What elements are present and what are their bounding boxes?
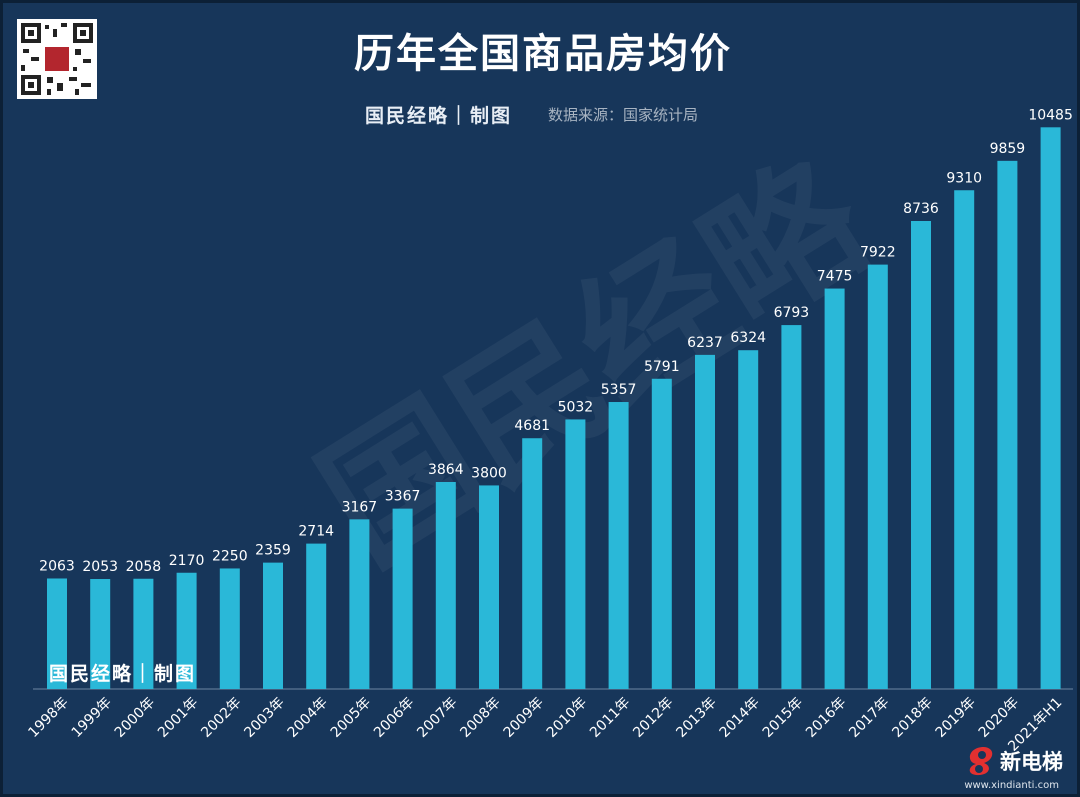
bar	[738, 350, 759, 689]
data-label: 6324	[730, 330, 766, 346]
x-tick-label: 2002年	[198, 695, 244, 741]
logo-text: 新电梯	[1000, 750, 1063, 774]
bar	[349, 519, 370, 689]
x-tick-label: 2014年	[717, 695, 763, 741]
data-label: 8736	[903, 201, 939, 217]
data-label: 5791	[644, 359, 680, 375]
data-label: 4681	[514, 418, 550, 434]
x-tick-label: 2011年	[587, 695, 633, 741]
bar	[695, 354, 715, 689]
data-label: 7922	[860, 245, 896, 261]
brand-label: 国民经略｜制图	[365, 104, 513, 127]
bar	[1040, 127, 1061, 689]
bar	[392, 508, 413, 689]
bar	[435, 482, 456, 689]
x-tick-label: 2007年	[414, 695, 460, 741]
bar	[176, 572, 197, 689]
x-tick-label: 2018年	[889, 695, 935, 741]
x-tick-label: 2008年	[457, 695, 503, 741]
x-tick-label: 2001年	[155, 695, 201, 741]
x-tick-label: 2012年	[630, 695, 676, 741]
data-label: 2058	[126, 559, 162, 575]
bar	[911, 221, 931, 689]
data-label: 2714	[298, 524, 334, 540]
data-label: 3864	[428, 462, 464, 478]
x-tick-label: 1999年	[69, 695, 115, 741]
data-label: 10485	[1028, 107, 1073, 123]
data-label: 6793	[774, 305, 810, 321]
bar	[479, 485, 499, 689]
data-label: 5032	[558, 399, 594, 415]
data-label: 9859	[990, 141, 1026, 157]
x-tick-label: 2009年	[501, 695, 547, 741]
x-tick-label: 2016年	[803, 695, 849, 741]
x-tick-label: 2017年	[846, 695, 892, 741]
bar	[133, 578, 154, 689]
bar	[651, 378, 672, 689]
bar	[90, 579, 111, 689]
data-label: 2170	[169, 553, 205, 569]
bar	[781, 325, 802, 689]
x-tick-label: 2015年	[760, 695, 806, 741]
logo-url: www.xindianti.com	[964, 780, 1059, 791]
data-label: 3367	[385, 489, 421, 505]
bar	[608, 402, 629, 689]
bar	[867, 264, 888, 689]
data-label: 7475	[817, 269, 853, 285]
bar	[997, 160, 1018, 689]
bar	[263, 562, 283, 689]
data-label: 2250	[212, 548, 248, 564]
x-tick-label: 2010年	[544, 695, 590, 741]
bar	[219, 568, 240, 689]
bar-chart: 2063 1998年 2053 1999年 2058 2000年 2170 2001年 2250…	[25, 107, 1073, 755]
bar	[824, 288, 845, 689]
data-label: 2053	[82, 559, 118, 575]
data-label: 2359	[255, 543, 291, 559]
bar	[306, 543, 327, 689]
x-tick-label: 1998年	[25, 695, 71, 741]
bar	[47, 578, 67, 689]
data-label: 9310	[946, 170, 982, 186]
data-label: 6237	[687, 335, 723, 351]
qr-code-icon	[17, 19, 97, 99]
data-label: 3167	[342, 499, 378, 515]
x-tick-label: 2003年	[241, 695, 287, 741]
subtitle-row: 国民经略｜制图 数据来源：国家统计局	[365, 99, 698, 129]
x-tick-label: 2000年	[112, 695, 158, 741]
chart-title: 历年全国商品房均价	[354, 31, 732, 77]
site-logo: 新电梯	[962, 744, 1063, 778]
bar	[565, 419, 586, 689]
data-label: 5357	[601, 382, 637, 398]
bottom-brand-label: 国民经略｜制图	[49, 663, 197, 685]
elevator-logo-icon	[969, 747, 993, 776]
bar	[954, 190, 975, 689]
data-label: 3800	[471, 465, 507, 481]
x-tick-label: 2013年	[673, 695, 719, 741]
x-tick-label: 2019年	[933, 695, 979, 741]
x-tick-label: 2006年	[371, 695, 417, 741]
data-label: 2063	[39, 558, 75, 574]
x-tick-label: 2005年	[328, 695, 374, 741]
x-tick-label: 2004年	[285, 695, 331, 741]
bar	[522, 438, 543, 689]
source-label: 数据来源：国家统计局	[548, 105, 699, 124]
